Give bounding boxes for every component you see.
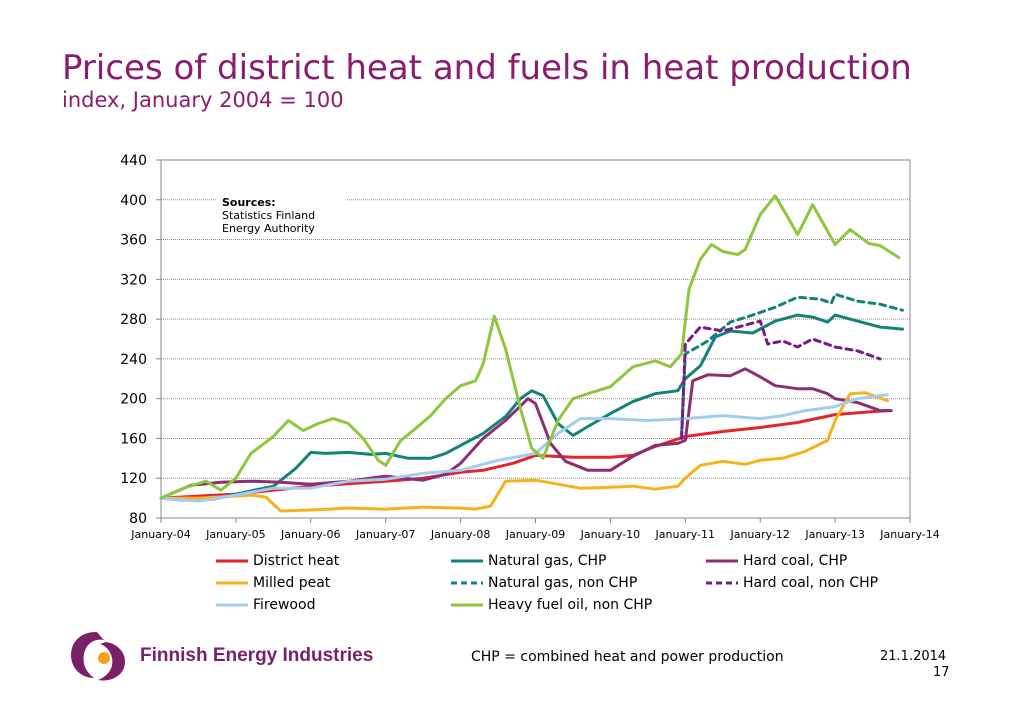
series-line-hard-coal-non-chp [680,319,882,440]
legend-swatch [706,559,738,563]
legend-swatch [706,581,738,585]
x-tick-label: January-13 [804,528,864,541]
y-tick-label: 400 [120,193,147,209]
series-line-natural-gas-non-chp [680,292,904,435]
y-tick-label: 280 [120,312,147,328]
chart-tick-labels: 80 120 160 200 240 280 320 360 400 440 January-04 J… [120,153,939,541]
y-tick-label: 160 [120,431,147,447]
x-tick-label: January-11 [655,528,715,541]
x-tick-label: January-09 [505,528,565,541]
slide-date: 21.1.2014 [880,649,947,664]
chart-series [159,194,904,513]
legend-swatch [451,603,483,607]
sources-line-2: Energy Authority [222,222,315,235]
y-tick-label: 200 [120,392,147,408]
page-title: Prices of district heat and fuels in hea… [62,48,912,88]
company-logo: Finnish Energy Industries [66,628,373,684]
legend-item: Natural gas, CHP [450,553,607,569]
logo-text: Finnish Energy Industries [140,645,374,666]
series-line-heavy-fuel-oil-non-chp [159,194,901,500]
x-tick-label: January-10 [580,528,640,541]
legend-item: Heavy fuel oil, non CHP [450,597,652,613]
chart-grid [161,159,910,519]
legend-label: Milled peat [253,575,331,591]
y-tick-label: 360 [120,233,147,249]
legend-item: Milled peat [215,575,330,591]
y-tick-label: 80 [129,511,147,527]
logo-icon [71,632,126,681]
page-number: 17 [933,665,950,680]
series-line-natural-gas-chp [159,313,904,502]
legend-label: Firewood [253,597,316,613]
sources-box: Sources: Statistics Finland Energy Autho… [217,192,347,239]
legend-label: Hard coal, CHP [743,553,848,569]
x-tick-label: January-14 [879,528,939,541]
legend-label: Natural gas, CHP [488,553,607,569]
x-tick-label: January-06 [280,528,340,541]
legend-label: Heavy fuel oil, non CHP [488,597,653,613]
legend-swatch [216,581,248,585]
y-tick-label: 320 [120,272,147,288]
x-tick-label: January-07 [355,528,415,541]
legend-label: District heat [253,553,340,569]
legend-swatch [451,559,483,563]
legend-item: Natural gas, non CHP [450,575,637,591]
legend-swatch [216,559,248,563]
legend-swatch [216,603,248,607]
legend-label: Hard coal, non CHP [743,575,879,591]
x-tick-label: January-08 [430,528,490,541]
x-tick-label: January-12 [729,528,789,541]
chart-axes [156,159,911,523]
series-line-district-heat [159,409,889,500]
footnote: CHP = combined heat and power production [471,649,784,665]
legend-swatch [451,581,483,585]
legend-item: Hard coal, CHP [705,553,847,569]
legend-item: District heat [215,553,339,569]
y-tick-label: 240 [120,352,147,368]
sources-line-1: Statistics Finland [222,209,316,222]
y-tick-label: 440 [120,153,147,169]
legend-item: Hard coal, non CHP [705,575,878,591]
series-line-firewood [159,393,889,503]
x-tick-label: January-05 [205,528,265,541]
page-subtitle: index, January 2004 = 100 [62,88,344,112]
series-line-milled-peat [159,391,889,513]
legend-item: Firewood [215,597,315,613]
x-tick-label: January-04 [130,528,190,541]
legend-label: Natural gas, non CHP [488,575,638,591]
y-tick-label: 120 [120,471,147,487]
sources-heading: Sources: [222,196,276,209]
